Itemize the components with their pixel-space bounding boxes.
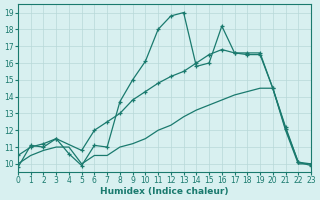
X-axis label: Humidex (Indice chaleur): Humidex (Indice chaleur) xyxy=(100,187,229,196)
